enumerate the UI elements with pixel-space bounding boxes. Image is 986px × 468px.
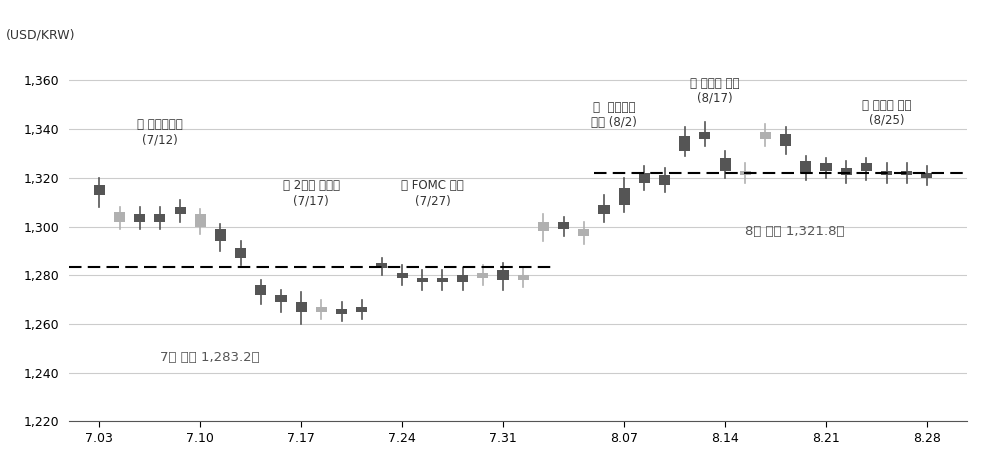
Bar: [598, 205, 609, 214]
Bar: [376, 263, 387, 268]
Text: 미 잭슨홀 미팅
(8/25): 미 잭슨홀 미팅 (8/25): [861, 99, 910, 127]
Bar: [840, 168, 851, 176]
Bar: [739, 170, 750, 176]
Bar: [880, 170, 891, 176]
Bar: [215, 229, 226, 241]
Bar: [275, 295, 286, 302]
Text: 미 소비자물가
(7/12): 미 소비자물가 (7/12): [137, 118, 182, 146]
Bar: [779, 134, 791, 146]
Bar: [457, 275, 467, 283]
Bar: [719, 158, 730, 170]
Bar: [114, 212, 125, 222]
Bar: [316, 307, 326, 312]
Bar: [699, 132, 710, 139]
Bar: [154, 214, 166, 222]
Bar: [860, 163, 871, 170]
Bar: [477, 273, 488, 278]
Text: 8월 평균 1,321.8원: 8월 평균 1,321.8원: [744, 225, 844, 238]
Text: 중 2분기 성장률
(7/17): 중 2분기 성장률 (7/17): [283, 179, 339, 207]
Bar: [134, 214, 145, 222]
Bar: [497, 271, 508, 280]
Bar: [335, 309, 347, 314]
Bar: [296, 302, 307, 312]
Text: (USD/KRW): (USD/KRW): [6, 29, 76, 42]
Bar: [235, 249, 246, 258]
Bar: [356, 307, 367, 312]
Bar: [618, 188, 629, 205]
Bar: [175, 207, 185, 214]
Bar: [920, 173, 932, 178]
Bar: [819, 163, 830, 170]
Bar: [557, 222, 569, 229]
Text: 미 FOMC 회의
(7/27): 미 FOMC 회의 (7/27): [400, 179, 463, 207]
Bar: [659, 176, 669, 185]
Text: 7월 평균 1,283.2원: 7월 평균 1,283.2원: [160, 351, 259, 365]
Bar: [517, 275, 528, 280]
Bar: [678, 137, 689, 151]
Bar: [578, 229, 589, 236]
Text: 미  신용등급
강등 (8/2): 미 신용등급 강등 (8/2): [591, 101, 636, 129]
Bar: [900, 170, 911, 176]
Bar: [255, 285, 266, 295]
Bar: [800, 161, 810, 173]
Bar: [396, 273, 407, 278]
Bar: [759, 132, 770, 139]
Bar: [194, 214, 206, 227]
Bar: [94, 185, 105, 195]
Text: 중 부동산 부실
(8/17): 중 부동산 부실 (8/17): [689, 77, 739, 105]
Bar: [638, 173, 649, 183]
Bar: [437, 278, 448, 283]
Bar: [416, 278, 427, 283]
Bar: [537, 222, 548, 231]
